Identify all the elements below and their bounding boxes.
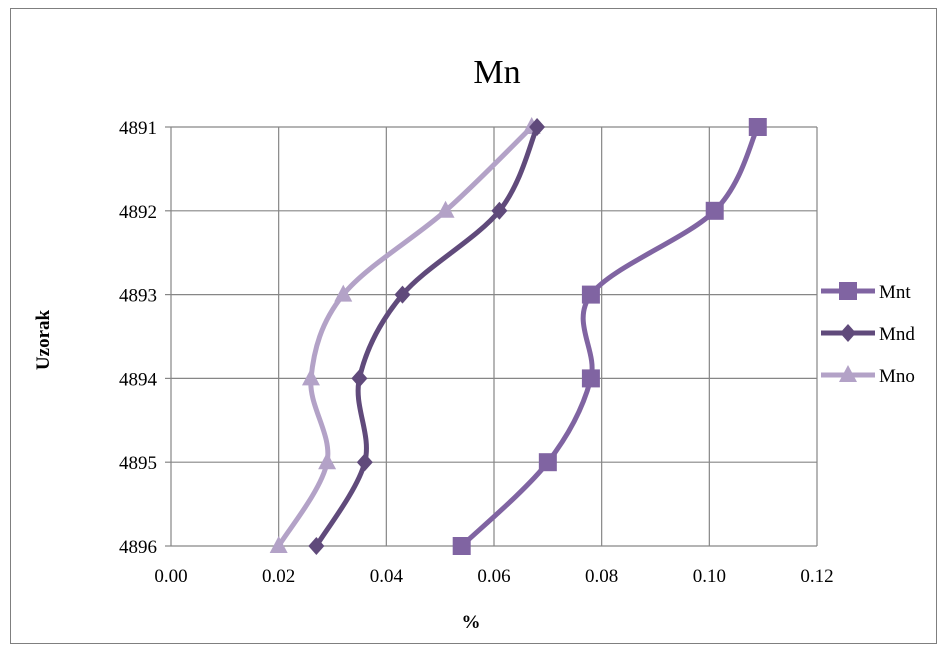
y-axis-title: Uzorak (33, 309, 54, 370)
chart-frame: Mn 0.00 0.02 0.04 0.06 0.08 0.10 0.12 4891 4892 4… (10, 8, 937, 644)
data-point-mno (318, 452, 337, 470)
legend: Mnt Mnd Mno (821, 282, 915, 387)
series-mnd (308, 118, 546, 555)
data-point-mnt (452, 537, 471, 555)
x-tick-label: 0.00 (154, 566, 187, 587)
grid-layer (165, 126, 818, 547)
x-tick-label: 0.12 (800, 566, 833, 587)
legend-label: Mno (879, 366, 915, 387)
y-tick-label: 4894 (119, 369, 158, 390)
data-point-mnd (351, 369, 368, 388)
chart-svg: Mn 0.00 0.02 0.04 0.06 0.08 0.10 0.12 4891 4892 4… (33, 54, 915, 633)
data-point-mnt (538, 453, 557, 472)
legend-swatch-marker (839, 282, 857, 300)
data-point-mnd (529, 118, 546, 136)
x-tick-label: 0.10 (693, 566, 726, 587)
data-point-mnd (356, 453, 373, 472)
x-tick-label: 0.02 (262, 566, 295, 587)
legend-label: Mnd (879, 324, 915, 345)
y-tick-label: 4893 (119, 286, 157, 307)
data-point-mnt (748, 118, 767, 136)
data-point-mno (269, 536, 288, 553)
tick-layer: 0.00 0.02 0.04 0.06 0.08 0.10 0.12 4891 4892 4893… (119, 118, 834, 587)
y-tick-label: 4896 (119, 537, 157, 558)
data-point-mnt (705, 201, 724, 220)
x-axis-title: % (462, 612, 481, 633)
data-point-mnt (581, 285, 600, 304)
legend-swatch-marker (839, 365, 857, 382)
series-mnt (452, 118, 767, 555)
x-tick-label: 0.06 (477, 566, 510, 587)
data-point-mnt (581, 369, 600, 388)
series-layer (269, 117, 767, 555)
data-point-mno (436, 200, 455, 218)
y-tick-label: 4895 (119, 453, 157, 474)
data-point-mnd (394, 285, 411, 304)
legend-label: Mnt (879, 282, 911, 303)
x-tick-label: 0.04 (370, 566, 404, 587)
data-point-mno (301, 368, 320, 386)
y-tick-label: 4892 (119, 202, 157, 223)
data-point-mnd (308, 537, 325, 555)
series-line-mnt (459, 124, 761, 549)
x-tick-label: 0.08 (585, 566, 618, 587)
y-tick-label: 4891 (119, 118, 157, 139)
series-mno (269, 117, 541, 553)
legend-item-mnd: Mnd (821, 324, 915, 345)
legend-item-mnt: Mnt (821, 282, 911, 303)
chart-title: Mn (473, 54, 520, 91)
legend-swatch-marker (840, 324, 856, 342)
legend-item-mno: Mno (821, 365, 915, 387)
data-point-mno (334, 284, 353, 302)
data-point-mnd (491, 201, 508, 220)
series-line-mnd (313, 124, 540, 549)
